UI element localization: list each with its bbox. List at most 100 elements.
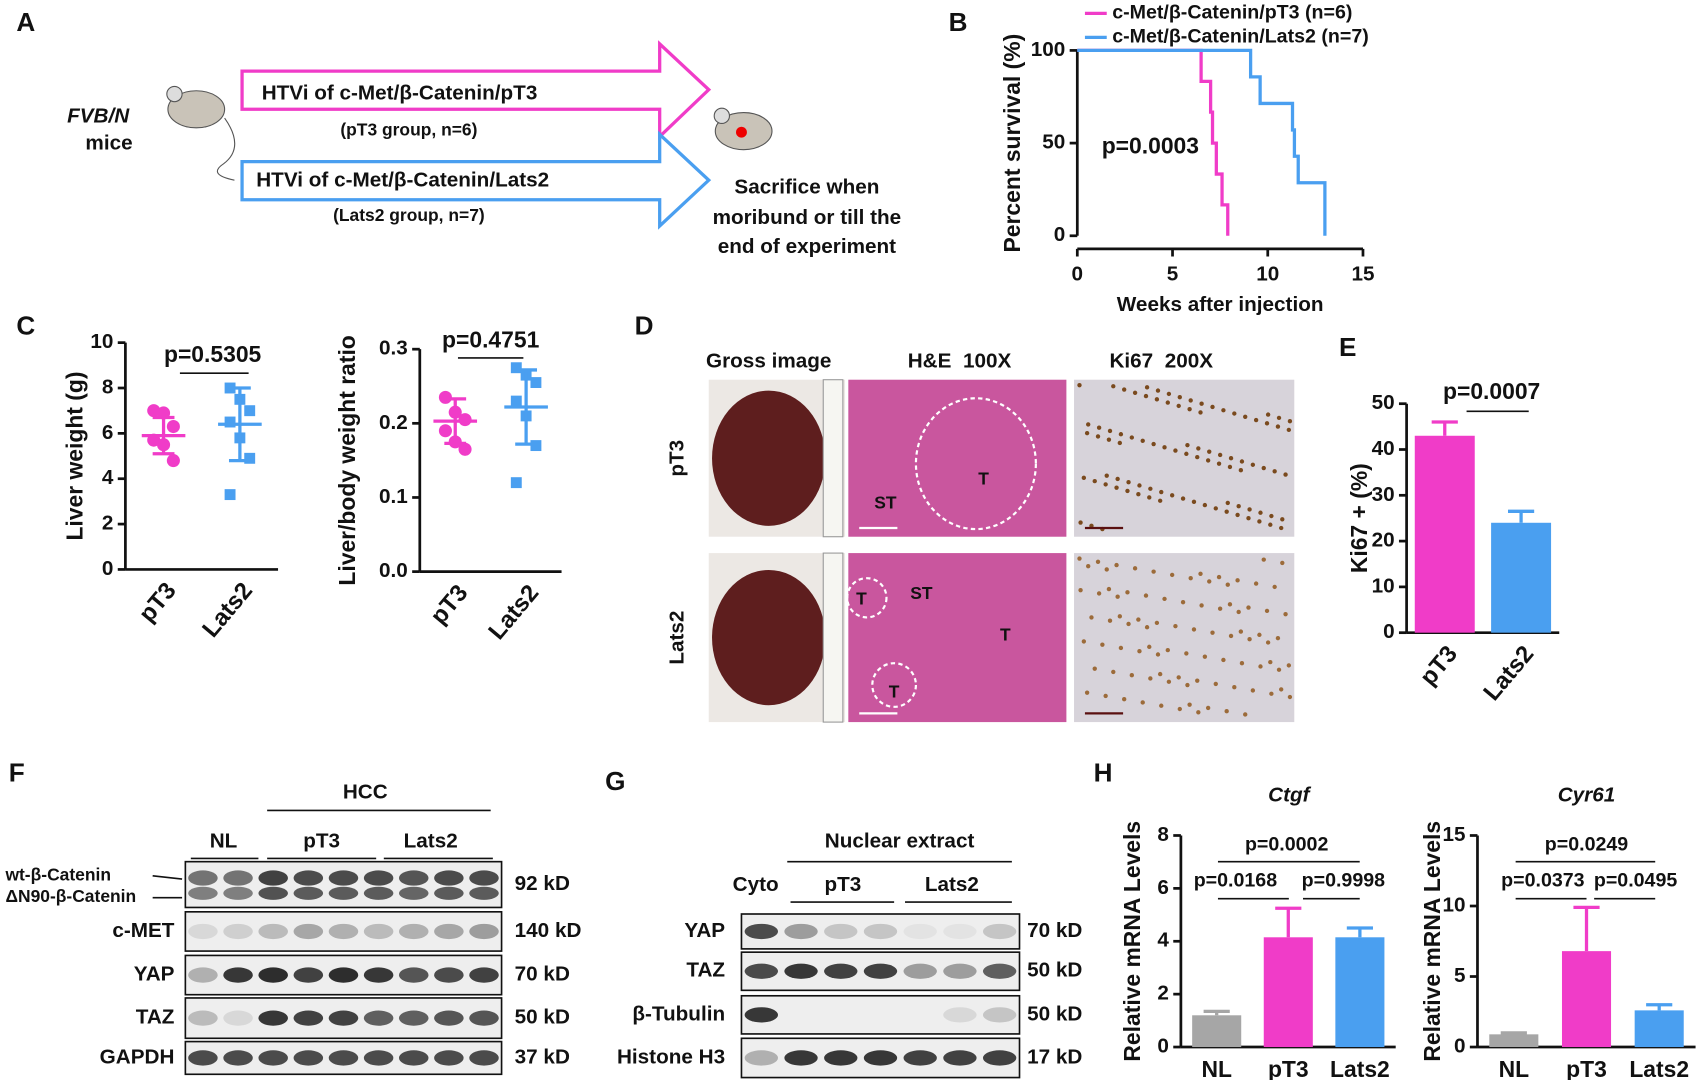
nucleus: [1279, 525, 1284, 531]
nucleus: [1147, 495, 1152, 500]
nucleus: [1114, 485, 1119, 490]
x-tick-label: 5: [1167, 263, 1179, 286]
band: [188, 1050, 218, 1066]
nucleus: [1225, 582, 1230, 587]
nucleus: [1162, 596, 1167, 602]
x-tick-label: pT3: [134, 577, 182, 627]
arm-group: (pT3 group, n=6): [340, 120, 477, 140]
nucleus: [1092, 478, 1097, 484]
point: [224, 416, 236, 428]
nucleus: [1275, 635, 1281, 641]
nucleus: [1159, 703, 1164, 708]
ruler: [822, 379, 844, 538]
nucleus: [1154, 397, 1160, 402]
endpoint: moribund or till the: [713, 206, 902, 229]
nucleus: [1286, 427, 1292, 433]
nucleus: [1078, 587, 1083, 593]
y-tick-label: 0: [102, 557, 114, 580]
lane-label: pT3: [824, 873, 861, 896]
nucleus: [1227, 464, 1233, 470]
nucleus: [1126, 621, 1131, 627]
band: [863, 963, 898, 979]
nucleus: [1154, 620, 1160, 626]
band: [744, 1007, 779, 1023]
y-tick-label: 6: [102, 421, 114, 444]
x-tick-label: pT3: [1566, 1056, 1607, 1080]
band: [434, 967, 464, 983]
nucleus: [1187, 702, 1192, 707]
band: [328, 870, 359, 886]
band: [398, 886, 429, 900]
nucleus: [1243, 712, 1248, 717]
band: [293, 1010, 324, 1026]
endpoint: end of experiment: [718, 235, 896, 258]
band: [363, 886, 394, 900]
nucleus: [1117, 614, 1123, 619]
nucleus: [1129, 673, 1134, 678]
band: [293, 967, 324, 983]
band: [863, 923, 898, 940]
y-tick-label: 30: [1372, 483, 1395, 506]
nucleus: [1169, 493, 1175, 498]
band: [943, 963, 977, 979]
point: [510, 395, 522, 407]
nucleus: [1198, 571, 1203, 576]
nucleus: [1176, 675, 1181, 680]
p-value: p=0.0003: [1102, 133, 1199, 159]
y-tick-label: 0.0: [379, 559, 408, 582]
y-tick-label: 10: [1372, 574, 1395, 597]
nucleus: [1165, 647, 1170, 653]
bar: [1561, 951, 1612, 1048]
band: [188, 1010, 218, 1026]
nucleus: [1198, 410, 1203, 415]
nucleus: [1103, 482, 1108, 487]
blot-group-header: HCC: [343, 780, 388, 803]
nucleus: [1086, 563, 1091, 569]
nucleus: [1143, 393, 1149, 399]
nucleus: [1122, 387, 1127, 392]
nucleus: [1224, 509, 1229, 514]
sd-bar: [152, 415, 175, 456]
row-label: YAP: [134, 963, 175, 986]
band: [469, 923, 499, 940]
band: [434, 870, 464, 886]
panel-label: E: [1339, 332, 1356, 362]
arm-group: (Lats2 group, n=7): [333, 205, 485, 225]
nucleus: [1157, 671, 1163, 677]
panel-label: D: [635, 310, 654, 340]
nucleus: [1180, 599, 1186, 605]
nucleus: [1268, 522, 1273, 527]
y-tick-label: 0.3: [379, 337, 408, 360]
nucleus: [1115, 476, 1120, 482]
y-tick-label: 0: [1054, 223, 1066, 246]
nucleus: [1184, 451, 1189, 457]
nucleus: [1232, 411, 1237, 416]
band: [434, 1010, 464, 1026]
size-label: 50 kD: [1027, 1002, 1082, 1025]
nucleus: [1275, 424, 1281, 429]
nucleus: [1084, 430, 1090, 436]
nucleus: [1187, 406, 1192, 412]
nucleus: [1095, 434, 1101, 439]
region-label: T: [1000, 625, 1011, 645]
nucleus: [1261, 465, 1266, 471]
nucleus: [1151, 569, 1156, 574]
band: [223, 967, 253, 983]
nucleus: [1096, 425, 1102, 430]
band: [982, 923, 1017, 940]
band: [824, 923, 858, 940]
point: [166, 420, 180, 434]
point: [244, 452, 256, 464]
size-label: 50 kD: [515, 1006, 570, 1029]
tumor-outline: [871, 662, 918, 708]
nucleus: [1176, 403, 1181, 409]
nucleus: [1202, 654, 1208, 659]
nucleus: [1283, 472, 1288, 477]
nucleus: [1191, 499, 1197, 505]
nucleus: [1228, 456, 1234, 461]
bar: [1335, 937, 1385, 1048]
nucleus: [1239, 661, 1245, 666]
row-label: ΔN90-β-Catenin: [5, 886, 136, 906]
error-bar: [1646, 1003, 1673, 1011]
